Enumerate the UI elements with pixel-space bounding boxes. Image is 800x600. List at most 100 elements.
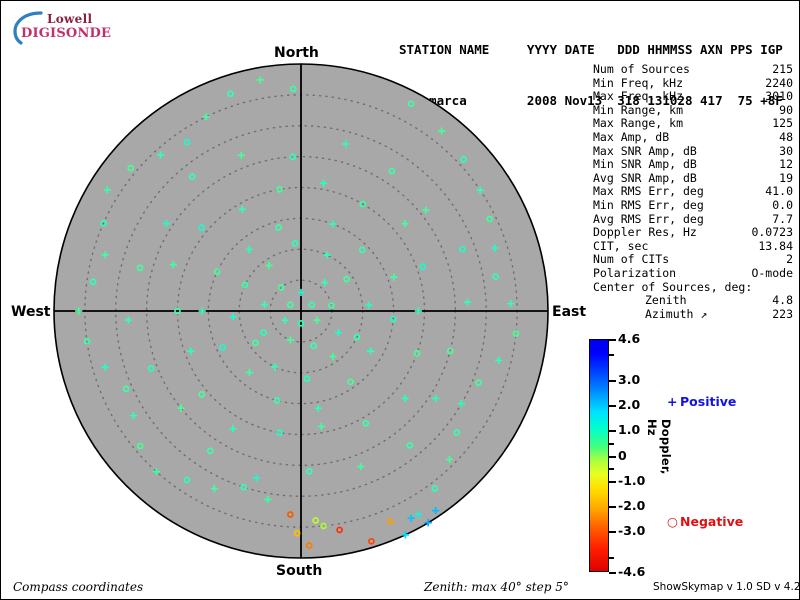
source-circle-marker [174,307,181,315]
source-plus-marker [357,463,365,471]
stat-value: 0.0723 [751,225,793,240]
source-plus-marker [334,329,343,337]
stat-row: Min Freq, kHz 2240 [593,76,793,91]
colorbar-axis-title: Doppler, Hz [645,419,673,475]
stat-row: Max Amp, dB 48 [593,129,793,145]
source-plus-marker [317,422,325,431]
statistics-panel: Num of Sources 215 Min Freq, kHz 2240 Max Fr… [593,62,793,321]
source-plus-marker [323,251,331,259]
source-circle-marker [446,347,454,355]
colorbar-tick-label: -1.0 [618,472,646,488]
legend-positive-label: Positive [680,394,737,409]
source-circle-marker [368,537,375,545]
source-plus-marker [265,261,273,270]
source-circle-marker [419,263,427,270]
colorbar-tick [609,379,616,382]
stat-row: Min SNR Amp, dB 12 [593,158,793,172]
source-circle-marker [276,429,283,436]
source-circle-marker [273,397,281,404]
stat-label: Azimuth ↗ [645,306,708,321]
stat-row: Polarization O-mode [593,265,793,281]
stat-value: 90 [779,102,793,117]
source-circle-marker [286,511,294,518]
source-plus-marker [156,151,165,159]
skymap-polar-plot[interactable] [1,41,571,581]
source-plus-marker [507,300,515,308]
colorbar-tick [609,506,616,509]
source-circle-marker [413,349,421,357]
compass-label-north: North [274,45,319,61]
stat-label: Avg SNR Amp, dB [593,170,697,185]
source-plus-marker [424,519,432,527]
footer-version: ShowSkymap v 1.0 SD v 4.2 [653,581,800,593]
source-circle-marker [277,283,285,291]
source-plus-marker [237,151,245,159]
stat-label: Num of CITs [593,252,670,267]
header-values-row: Jicamarca 2008 Nov13 318 131028 417 75 +… [399,93,783,108]
source-circle-marker [308,301,316,309]
colorbar-gradient[interactable] [589,339,609,572]
source-plus-marker [401,531,409,539]
source-plus-marker [422,206,430,214]
source-plus-marker [103,186,111,194]
source-plus-marker [457,400,466,408]
stat-value: 0.0 [772,197,793,212]
colorbar-tick [609,430,616,433]
colorbar-minor-tick [609,468,614,471]
colorbar-tick [609,480,616,483]
source-circle-marker [213,268,221,276]
stat-label: Num of Sources [593,62,690,76]
source-circle-marker [147,365,155,372]
station-header: STATION NAME YYYY DATE DDD HHMMSS AXN PP… [399,7,783,143]
skymap-source-points [75,76,520,549]
source-circle-marker [312,517,319,524]
source-plus-marker [210,485,218,493]
source-plus-marker [129,412,138,420]
colorbar-tick [609,404,616,407]
source-plus-marker [432,394,440,403]
source-plus-marker [229,425,237,433]
colorbar-minor-tick [609,556,614,559]
stat-label: Max Range, km [593,116,684,131]
source-circle-marker [475,379,482,387]
source-circle-marker [289,153,297,161]
source-plus-marker [366,347,375,355]
source-circle-marker [388,167,396,175]
stat-row: CIT, sec 13.84 [593,238,793,254]
stat-label: Max Amp, dB [593,129,670,144]
source-circle-marker [297,320,305,327]
stat-row: Max RMS Err, deg 41.0 [593,185,793,199]
source-circle-marker [293,529,301,537]
source-circle-marker [227,90,234,98]
compass-label-south: South [276,563,323,579]
header-columns-row: STATION NAME YYYY DATE DDD HHMMSS AXN PP… [399,42,783,57]
source-plus-marker [329,352,337,361]
source-circle-marker [492,273,499,281]
source-circle-marker [136,442,144,450]
stat-value: 7.7 [772,211,793,226]
source-circle-marker [83,337,91,345]
stat-value: 19 [779,170,793,185]
stat-label: CIT, sec [593,238,649,253]
skymap-canvas[interactable] [1,41,571,581]
source-plus-marker [198,307,206,315]
stat-row: Max Range, km 125 [593,117,793,131]
stat-value: 12 [779,157,793,172]
source-circle-marker [431,485,439,492]
source-plus-marker [245,368,254,377]
source-circle-marker [358,246,366,254]
source-circle-marker [206,447,214,455]
source-circle-marker [275,224,282,231]
colorbar-tick [609,531,616,534]
lowell-digisonde-logo: Lowell DIGISONDE [9,7,119,49]
stat-value: 41.0 [765,184,793,199]
stat-label: Min RMS Err, deg [593,197,704,212]
stat-row: Num of CITs 2 [593,253,793,267]
stat-value: O-mode [751,265,793,280]
source-circle-marker [291,239,299,247]
source-plus-marker [245,245,254,254]
source-plus-marker [463,298,472,306]
source-circle-marker [289,85,297,93]
source-circle-marker [122,385,130,393]
